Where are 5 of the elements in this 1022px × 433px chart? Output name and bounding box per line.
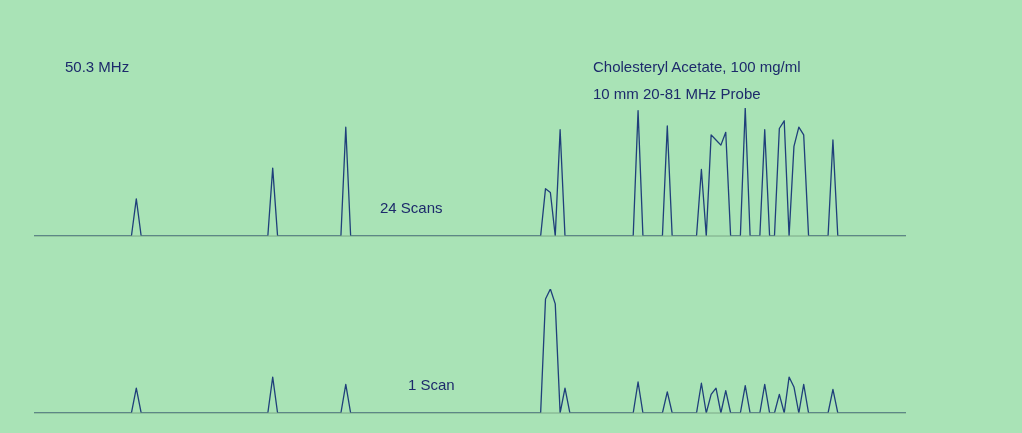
text: 50.3 MHz: [65, 58, 130, 75]
text: 10 mm 20-81 MHz Probe: [593, 85, 761, 102]
annotation: 1 Scan: [408, 376, 455, 393]
annotation: 24 Scans: [380, 199, 443, 216]
text: Cholesteryl Acetate, 100 mg/ml: [593, 58, 801, 75]
